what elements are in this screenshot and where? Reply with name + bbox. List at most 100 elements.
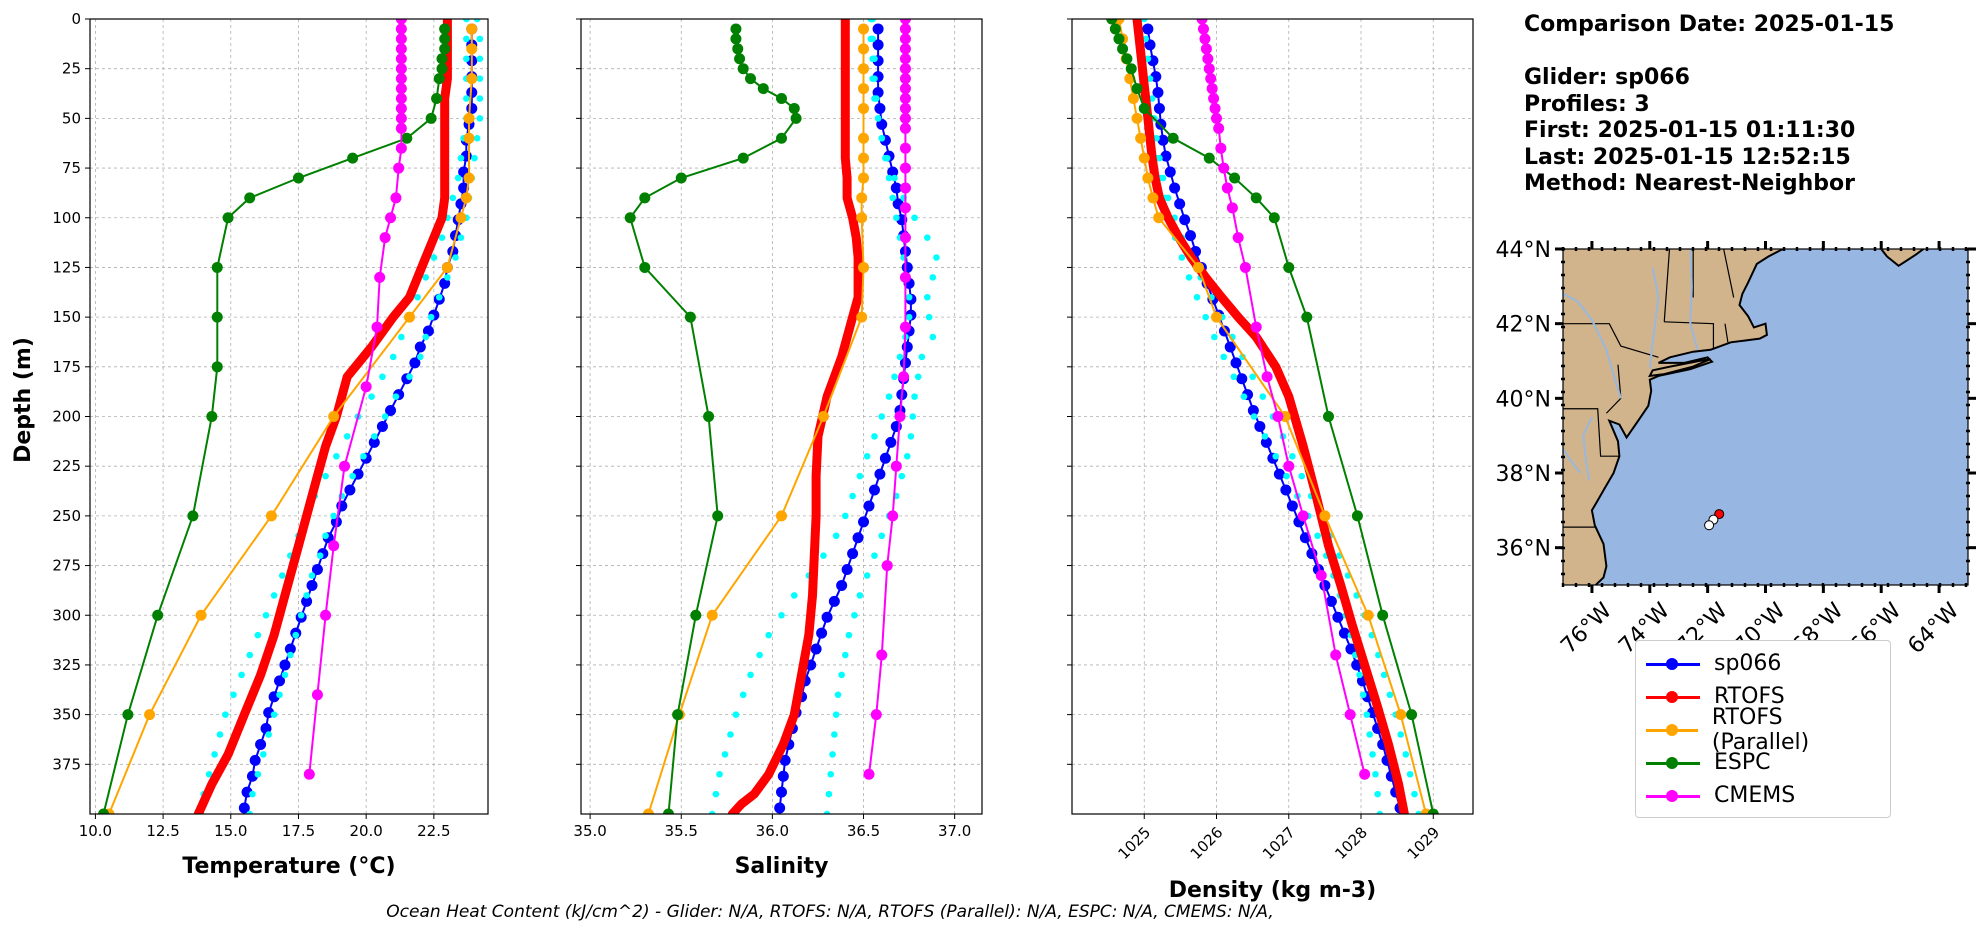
data-point xyxy=(343,433,351,440)
data-point xyxy=(1411,790,1418,798)
data-point xyxy=(1178,254,1186,261)
x-axis-label: Density (kg m-3) xyxy=(1169,878,1377,903)
data-point xyxy=(885,393,893,400)
data-point xyxy=(322,472,329,480)
data-point xyxy=(370,433,378,440)
data-point xyxy=(836,579,848,591)
data-point xyxy=(832,711,840,718)
series xyxy=(642,23,870,814)
data-point xyxy=(1406,709,1418,721)
data-point xyxy=(1406,770,1414,778)
data-point xyxy=(349,472,356,480)
data-point xyxy=(1224,341,1236,353)
y-tick-label: 0 xyxy=(71,10,81,28)
data-point xyxy=(389,353,397,361)
data-point xyxy=(238,802,250,814)
data-point xyxy=(1192,261,1204,273)
data-point xyxy=(823,810,831,814)
legend-entry: CMEMS xyxy=(1646,779,1880,812)
lat-tick-label: 44°N xyxy=(1496,238,1551,263)
x-tick-label: 15.0 xyxy=(214,822,247,840)
data-point xyxy=(449,194,457,202)
data-point xyxy=(249,754,261,766)
data-point xyxy=(1211,333,1218,341)
data-point xyxy=(463,112,475,124)
data-point xyxy=(431,93,443,104)
data-point xyxy=(867,35,875,43)
data-point xyxy=(834,691,842,699)
series xyxy=(193,19,452,814)
data-point xyxy=(439,23,451,35)
y-tick-label: 50 xyxy=(62,109,81,127)
data-point xyxy=(254,770,262,778)
data-point xyxy=(466,43,478,55)
data-point xyxy=(230,691,237,699)
data-point xyxy=(376,420,388,432)
data-point xyxy=(1232,232,1244,244)
data-point xyxy=(871,433,878,440)
data-point xyxy=(905,313,913,321)
data-point xyxy=(311,564,323,576)
data-point xyxy=(381,413,389,420)
data-point xyxy=(330,512,337,520)
data-point xyxy=(878,413,886,420)
data-point xyxy=(436,63,448,75)
data-point xyxy=(398,333,405,341)
data-point xyxy=(867,19,875,23)
data-point xyxy=(1386,691,1394,699)
x-tick-label: 22.5 xyxy=(417,822,450,840)
data-point xyxy=(899,112,911,124)
data-point xyxy=(849,492,856,500)
data-point xyxy=(371,321,383,333)
data-point xyxy=(1272,452,1280,460)
data-point xyxy=(1247,405,1259,417)
data-point xyxy=(776,132,787,144)
data-point xyxy=(1209,102,1221,114)
data-point xyxy=(216,731,224,738)
data-point xyxy=(1397,731,1405,738)
x-tick-label: 36.5 xyxy=(847,822,880,840)
data-point xyxy=(463,132,475,144)
data-point xyxy=(1380,671,1388,679)
series xyxy=(1113,19,1432,814)
data-point xyxy=(863,500,875,512)
data-point xyxy=(395,122,407,134)
data-point xyxy=(1167,132,1179,144)
data-point xyxy=(876,649,888,661)
data-point xyxy=(730,33,742,45)
data-point xyxy=(899,142,911,154)
river xyxy=(1563,446,1582,474)
data-point xyxy=(463,95,470,102)
data-point xyxy=(882,154,889,162)
ohc-footnote: Ocean Heat Content (kJ/cm^2) - Glider: N… xyxy=(386,902,1274,922)
data-point xyxy=(360,452,367,460)
data-point xyxy=(1211,311,1223,323)
data-point xyxy=(1254,420,1266,432)
data-point xyxy=(858,23,870,35)
data-point xyxy=(874,102,886,114)
data-point xyxy=(732,43,744,55)
data-point xyxy=(385,405,397,417)
data-point xyxy=(852,532,864,544)
data-point xyxy=(1220,353,1228,361)
data-point xyxy=(328,411,340,422)
data-point xyxy=(1179,214,1191,226)
data-point xyxy=(1131,83,1143,95)
data-point xyxy=(870,709,882,721)
state-border xyxy=(1563,408,1620,457)
data-point xyxy=(292,631,300,639)
data-point xyxy=(438,234,446,241)
data-point xyxy=(1280,484,1292,496)
data-point xyxy=(466,73,478,85)
data-point xyxy=(1376,810,1384,814)
data-point xyxy=(457,154,465,162)
data-point xyxy=(1362,609,1374,621)
data-point xyxy=(1121,53,1133,65)
series xyxy=(303,19,407,780)
data-point xyxy=(284,643,296,655)
data-point xyxy=(395,73,407,85)
data-point xyxy=(1152,87,1164,99)
data-point xyxy=(899,53,911,65)
data-point xyxy=(1351,510,1363,522)
data-point xyxy=(1138,152,1150,164)
